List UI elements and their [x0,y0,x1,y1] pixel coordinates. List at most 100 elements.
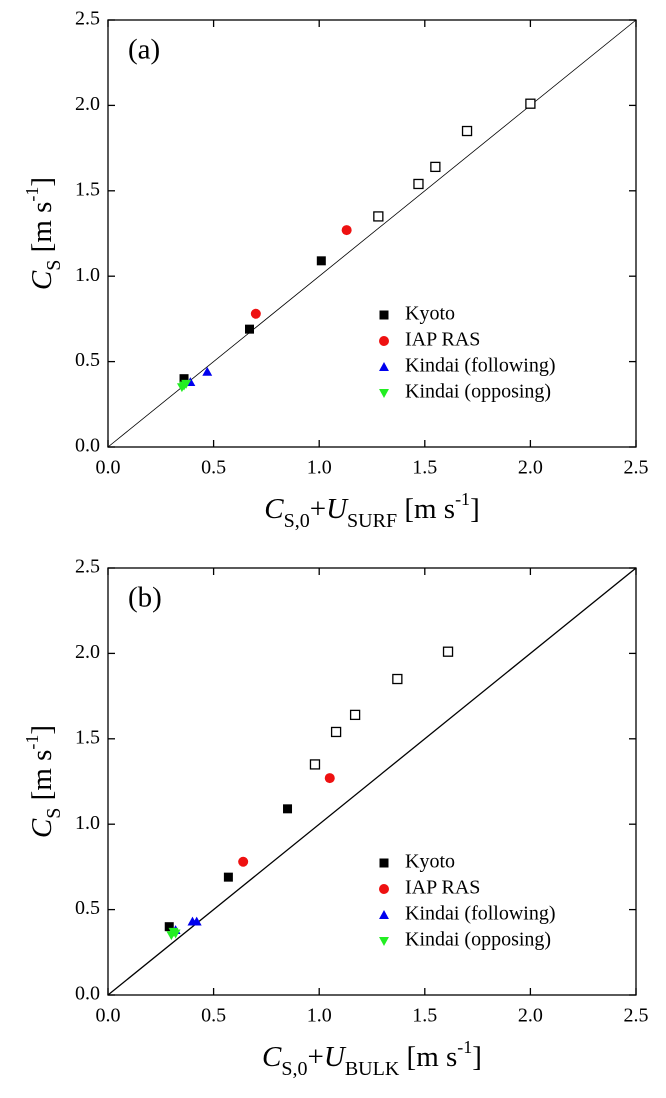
x-axis-label: CS,0+UBULK [m s-1] [262,1037,482,1079]
legend-marker [379,310,389,320]
legend-label: Kindai (following) [405,355,556,377]
x-tick-label: 1.5 [412,457,437,479]
y-axis-label: CS [m s-1] [22,725,64,838]
marker-square [373,211,384,222]
label-part: ] [470,493,480,525]
label-part: C [26,818,58,838]
label-part: U [324,1041,347,1073]
label-part: S [43,808,65,819]
legend-marker [379,362,389,371]
marker-square [316,256,326,266]
label-part: ] [26,725,58,735]
legend-marker [379,937,389,946]
x-tick-label: 0.5 [201,1005,226,1027]
y-axis-label: CS [m s-1] [22,177,64,290]
y-tick-label: 2.5 [75,556,100,578]
x-tick-label: 0.0 [96,1005,121,1027]
label-part: + [308,1041,324,1073]
label-part: [m s [26,750,58,808]
label-part: C [26,270,58,290]
label-part: [m s [397,493,455,525]
x-tick-label: 2.0 [518,457,543,479]
marker-circle [341,225,352,236]
marker-square [461,125,473,137]
y-tick-label: 0.0 [75,435,100,457]
x-tick-label: 2.0 [518,1005,543,1027]
label-part: SURF [347,510,397,532]
label-part: ] [472,1041,482,1073]
marker-triangle [181,379,192,389]
y-tick-label: 2.0 [75,93,100,115]
label-part: S [43,260,65,271]
x-tick-label: 1.5 [412,1005,437,1027]
marker-square [164,922,174,932]
legend-label: Kindai (opposing) [405,381,551,403]
legend-marker [379,336,389,346]
label-part: -1 [457,1037,472,1057]
marker-square [442,646,454,657]
marker-square [223,872,233,882]
marker-square [179,374,189,384]
x-tick-label: 2.5 [624,1005,649,1027]
label-part: [m s [399,1041,457,1073]
panel: 0.0 0.5 1.0 1.5 2.0 2.50.00.51.01.52.02.5CS,0… [22,556,648,1080]
legend-label: Kindai (opposing) [405,929,551,951]
label-part: -1 [455,489,470,509]
marker-square [309,759,321,770]
x-tick-label: 0.5 [201,457,226,479]
marker-square [245,324,255,334]
marker-square [283,804,293,814]
legend-label: Kindai (following) [405,903,556,925]
label-part: C [264,493,284,525]
y-tick-label: 2.5 [75,8,100,30]
label-part: -1 [22,187,42,202]
marker-circle [324,773,335,784]
marker-triangle [191,916,202,926]
legend-label: Kyoto [405,851,455,873]
marker-square [413,178,424,190]
label-part: ] [26,177,58,187]
y-tick-label: 1.5 [75,726,100,748]
plot-frame [107,567,637,996]
x-tick-label: 0.0 [96,457,121,479]
panel-label: (a) [128,34,160,66]
marker-triangle [170,929,181,939]
label-part: C [262,1041,282,1073]
marker-square [430,161,441,173]
legend-marker [379,858,389,868]
marker-square [330,726,342,738]
x-tick-label: 2.5 [624,457,649,479]
x-tick-label: 1.0 [307,457,332,479]
legend-marker [379,910,389,919]
marker-square [525,98,536,109]
y-tick-label: 0.0 [75,983,100,1005]
plot-frame [107,19,637,448]
label-part: S,0 [281,1058,307,1080]
label-part: S,0 [284,510,310,532]
marker-circle [238,856,249,867]
identity-line [107,19,637,448]
label-part: + [310,493,326,525]
y-tick-label: 0.5 [75,349,100,371]
legend-label: Kyoto [405,303,455,325]
panel: 0.0 0.5 1.0 1.5 2.0 2.50.00.51.01.52.02.5CS,0… [22,8,648,532]
marker-triangle [202,366,213,376]
label-part: [m s [26,202,58,260]
panel-label: (b) [128,582,162,614]
x-axis-label: CS,0+USURF [m s-1] [264,489,479,531]
label-part: BULK [345,1058,400,1080]
y-tick-label: 1.0 [75,264,100,286]
legend-marker [379,389,389,398]
marker-square [349,709,361,721]
marker-square [392,673,403,685]
legend-label: IAP RAS [405,877,480,899]
label-part: -1 [22,735,42,750]
y-tick-label: 2.0 [75,641,100,663]
identity-line [107,567,637,996]
y-tick-label: 1.0 [75,812,100,834]
y-tick-label: 0.5 [75,897,100,919]
legend-marker [379,884,389,894]
marker-circle [250,308,261,319]
